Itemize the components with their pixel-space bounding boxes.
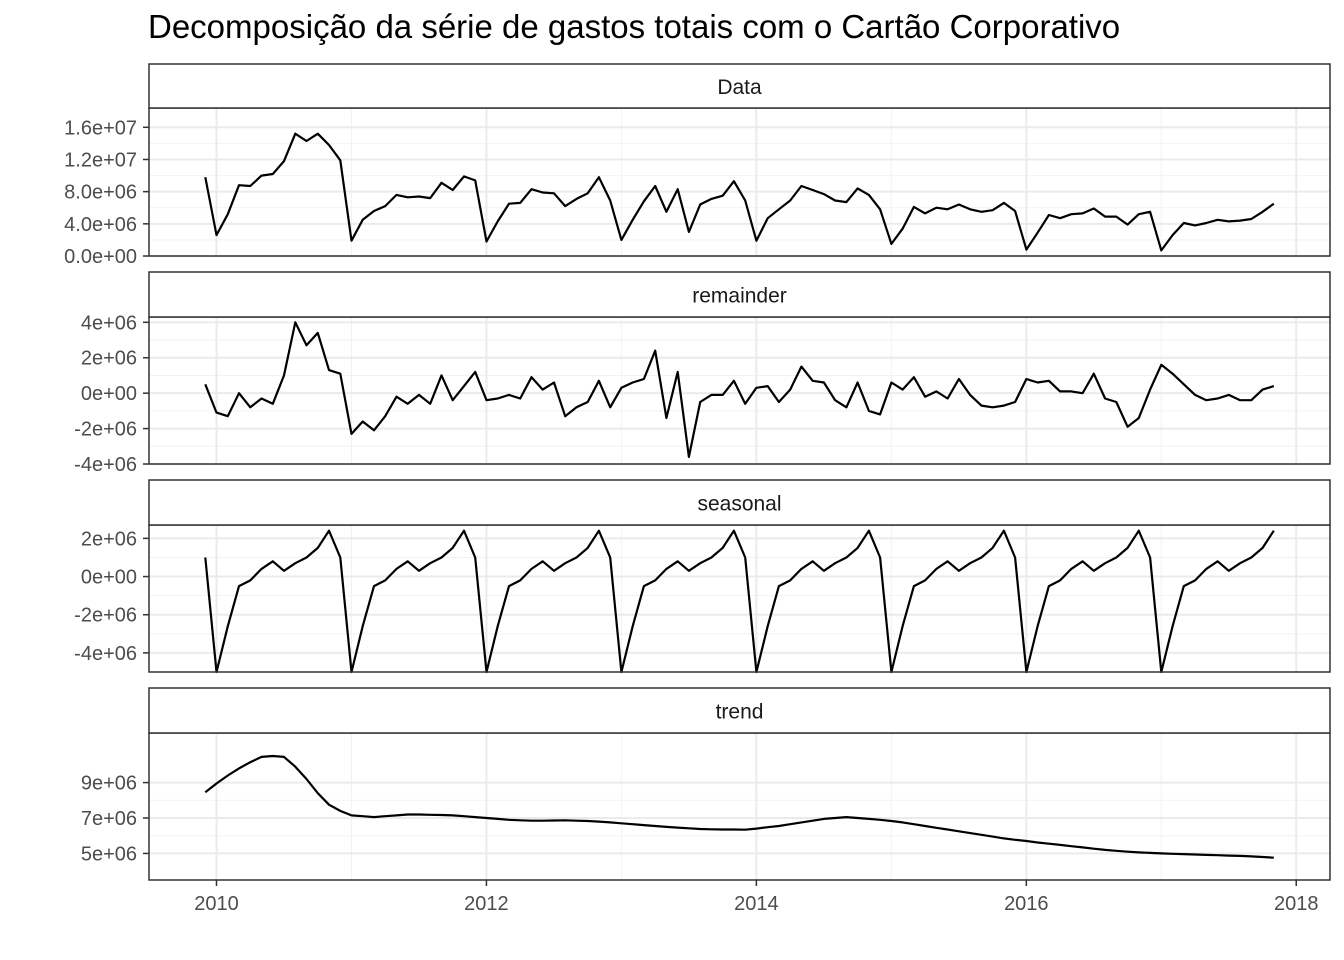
y-tick-label: -4e+06 — [74, 643, 137, 665]
series-line-seasonal — [204, 529, 1275, 674]
panel-remainder: -4e+06 -2e+06 0e+00 2e+06 4e+06 remainder — [74, 271, 1331, 476]
y-tick-label: 1.6e+07 — [64, 117, 137, 139]
y-tick-label: -4e+06 — [74, 454, 137, 476]
y-tick-label: 0e+00 — [81, 383, 137, 405]
series-line-trend — [204, 754, 1274, 859]
panel-strip-label: Data — [717, 76, 762, 99]
y-tick-label: 2e+06 — [81, 528, 137, 550]
panel-strip-label: trend — [716, 701, 764, 724]
y-tick-label: 1.2e+07 — [64, 149, 137, 171]
x-tick-label: 2018 — [1274, 893, 1319, 915]
panel-strip — [148, 63, 1331, 109]
panel-trend: 5e+06 7e+06 9e+06 trend — [81, 687, 1331, 881]
panel-strip — [148, 271, 1331, 318]
x-tick-label: 2012 — [464, 893, 509, 915]
series-line-remainder — [204, 321, 1275, 458]
y-tick-label: 4e+06 — [81, 312, 137, 334]
x-tick-label: 2016 — [1004, 893, 1049, 915]
y-tick-label: 0e+00 — [81, 567, 137, 589]
chart-title: Decomposição da série de gastos totais c… — [148, 8, 1120, 45]
chart-panels: 0.0e+00 4.0e+06 8.0e+06 1.2e+07 1.6e+07 Data -… — [64, 63, 1331, 881]
panel-background — [149, 525, 1330, 672]
y-tick-label: 8.0e+06 — [64, 182, 137, 204]
panel-strip-label: seasonal — [697, 493, 781, 516]
panel-strip-label: remainder — [692, 285, 787, 308]
y-tick-label: 0.0e+00 — [64, 246, 137, 268]
series-line-data — [204, 132, 1275, 252]
y-tick-label: 4.0e+06 — [64, 214, 137, 236]
y-tick-label: 2e+06 — [81, 348, 137, 370]
x-axis: 2010 2012 2014 2016 2018 — [194, 880, 1319, 915]
panel-background — [149, 108, 1330, 256]
y-tick-label: -2e+06 — [74, 419, 137, 441]
y-tick-label: -2e+06 — [74, 605, 137, 627]
y-tick-label: 7e+06 — [81, 808, 137, 830]
panel-data: 0.0e+00 4.0e+06 8.0e+06 1.2e+07 1.6e+07 Data — [64, 63, 1331, 268]
panel-strip — [148, 479, 1331, 526]
panel-seasonal: -4e+06 -2e+06 0e+00 2e+06 seasonal — [74, 479, 1331, 674]
x-tick-label: 2014 — [734, 893, 779, 915]
y-tick-label: 9e+06 — [81, 773, 137, 795]
panel-strip — [148, 687, 1331, 734]
panel-background — [149, 733, 1330, 880]
x-tick-label: 2010 — [194, 893, 239, 915]
y-tick-label: 5e+06 — [81, 843, 137, 865]
